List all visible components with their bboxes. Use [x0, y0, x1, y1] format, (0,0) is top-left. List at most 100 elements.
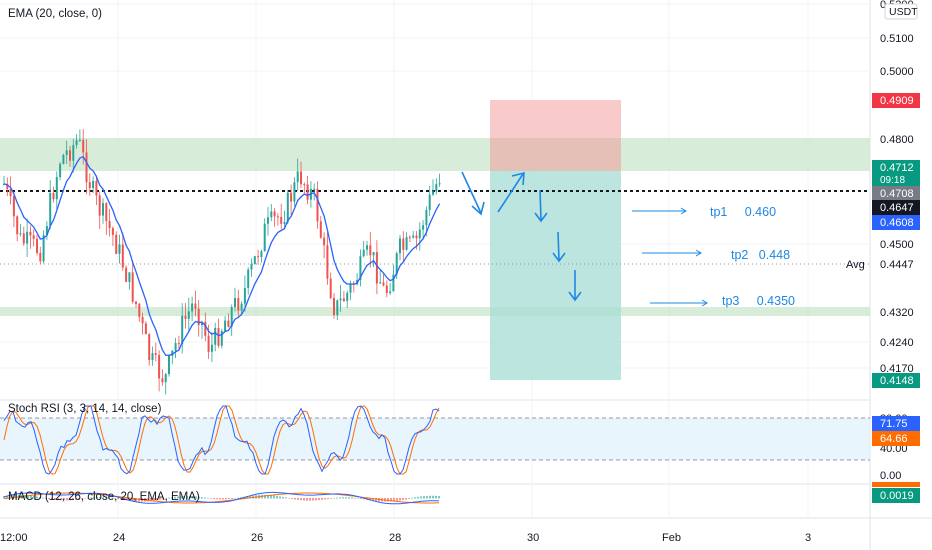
candle-body: [359, 256, 362, 280]
macd-bar: [138, 498, 140, 502]
tp3-label[interactable]: tp3 0.4350: [722, 294, 795, 308]
price-tick: 0.4320: [880, 307, 914, 319]
candle-body: [207, 335, 210, 352]
macd-bar: [6, 495, 8, 499]
candle-body: [342, 298, 345, 302]
candle-body: [72, 145, 75, 161]
macd-bar: [420, 496, 422, 499]
macd-bar: [210, 498, 212, 499]
take-profit-box[interactable]: [490, 171, 621, 380]
macd-bar: [408, 498, 410, 499]
candle-body: [19, 233, 22, 235]
arrow-down-2: [534, 189, 548, 223]
macd-bar: [147, 498, 149, 502]
macd-legend[interactable]: MACD (12, 26, close, 20, EMA, EMA): [8, 491, 200, 503]
macd-bar: [69, 498, 71, 501]
candle-body: [224, 320, 227, 331]
candle-body: [45, 226, 48, 236]
candle-countdown: 09:18: [880, 175, 905, 186]
macd-bar: [387, 498, 389, 502]
tp2-label[interactable]: tp2 0.448: [731, 248, 790, 262]
candle-body: [329, 278, 332, 298]
candle-body: [405, 237, 408, 250]
candle-body: [237, 298, 240, 311]
macd-bar: [282, 496, 284, 499]
macd-bar: [111, 497, 113, 499]
candle-body: [296, 171, 299, 183]
price-pane[interactable]: [0, 0, 870, 400]
candle-body: [227, 320, 230, 327]
macd-signal-line: [3, 492, 440, 504]
candle-body: [59, 163, 62, 178]
candle-body: [187, 311, 190, 319]
candle-body: [36, 238, 38, 253]
stop-loss-box[interactable]: [490, 100, 621, 171]
macd-bar: [165, 498, 167, 499]
macd-bar: [330, 498, 332, 499]
candle-body: [290, 192, 293, 202]
macd-bar: [156, 498, 158, 501]
ema-legend[interactable]: EMA (20, close, 0): [8, 8, 102, 20]
macd-bar: [270, 495, 272, 499]
macd-bar: [63, 498, 65, 501]
macd-bar: [312, 498, 314, 501]
macd-bar: [96, 497, 98, 499]
macd-bar: [417, 496, 419, 499]
candle-body: [75, 140, 78, 146]
macd-bar: [279, 496, 281, 499]
candle-body: [210, 344, 213, 352]
tp1-label[interactable]: tp1 0.460: [710, 205, 776, 219]
candle-body: [316, 188, 319, 222]
macd-bar: [174, 496, 176, 499]
stoch-k-badge: [872, 416, 920, 431]
candle-body: [385, 285, 388, 293]
candle-body: [382, 282, 385, 286]
projection-arrows[interactable]: [461, 171, 708, 307]
candle-body: [257, 256, 260, 258]
stoch-band: [0, 418, 870, 460]
macd-bar: [189, 496, 191, 499]
macd-bar: [51, 498, 53, 500]
candle-body: [286, 192, 289, 223]
macd-bar: [135, 498, 137, 502]
macd-bar: [102, 497, 104, 499]
candle-body: [29, 231, 32, 236]
candle-body: [230, 307, 233, 327]
macd-bar: [234, 498, 236, 499]
macd-bar: [372, 498, 374, 501]
arrow-down-4: [568, 270, 582, 302]
candle-body: [42, 235, 45, 262]
candle-body: [422, 225, 425, 230]
candle-body: [125, 267, 128, 282]
candle-body: [154, 353, 157, 355]
stop-zone-overlap: [490, 138, 621, 171]
macd-bar: [42, 497, 44, 499]
time-axis[interactable]: 12:00 24 26 28 30 Feb 3: [0, 532, 811, 544]
candle-body: [121, 244, 124, 268]
candle-body: [336, 300, 339, 316]
macd-bar: [249, 495, 251, 499]
macd-bar: [411, 497, 413, 499]
candle-body: [234, 298, 236, 308]
stoch-legend[interactable]: Stoch RSI (3, 3, 14, 14, close): [8, 403, 162, 415]
candle-body: [55, 177, 58, 200]
candle-body: [339, 298, 342, 301]
macd-bar: [237, 497, 239, 499]
macd-bar: [309, 498, 311, 501]
currency-badge[interactable]: [884, 3, 918, 20]
candle-body: [144, 323, 147, 335]
macd-bar: [291, 498, 293, 500]
macd-bar: [60, 498, 62, 501]
candle-body: [168, 355, 170, 375]
candle-body: [280, 216, 283, 224]
macd-bar: [9, 495, 11, 499]
candle-body: [128, 272, 131, 282]
stoch-tick: 0.00: [880, 470, 901, 482]
avg-label: Avg: [846, 259, 865, 271]
candle-body: [214, 327, 217, 345]
macd-bar: [231, 498, 233, 499]
macd-bar: [351, 497, 353, 499]
candle-body: [399, 238, 401, 254]
candle-body: [164, 374, 167, 383]
